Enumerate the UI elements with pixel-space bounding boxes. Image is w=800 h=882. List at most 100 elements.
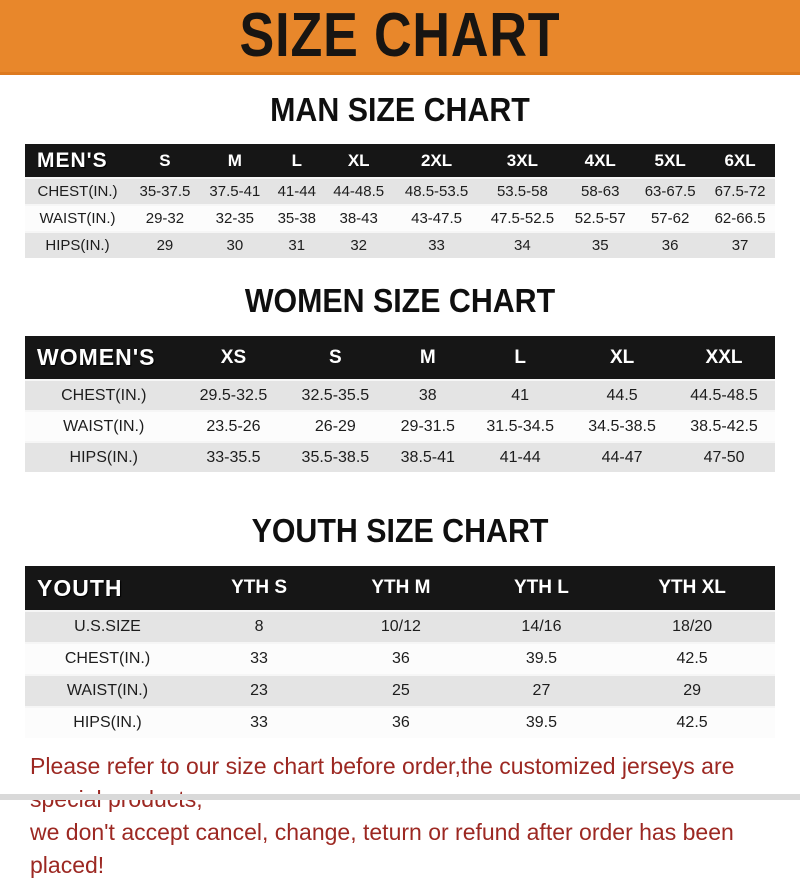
size-cell: 42.5 (676, 650, 708, 667)
column-header-m: M (199, 144, 270, 178)
size-cell: 30 (226, 237, 244, 254)
size-cell: 33 (250, 650, 268, 667)
row-label: U.S.SIZE (74, 618, 141, 635)
row-label: WAIST(IN.) (39, 210, 116, 227)
women-size-table: WOMEN'S XS S M L XL XXL CHEST(IN.) 29.5-32.5 32.5… (25, 336, 775, 472)
column-header-s: S (130, 144, 200, 178)
column-header-yth-m: YTH M (328, 566, 474, 611)
row-label: HIPS(IN.) (45, 237, 110, 254)
size-cell: 18/20 (672, 618, 713, 635)
size-cell: 35-38 (277, 210, 316, 227)
size-cell: 23.5-26 (206, 417, 261, 435)
row-label: CHEST(IN.) (37, 183, 118, 200)
size-cell: 63-67.5 (644, 183, 696, 200)
column-header-l: L (269, 144, 324, 178)
youth-section-heading: YOUTH SIZE CHART (251, 512, 549, 549)
column-header-yth-xl: YTH XL (609, 566, 775, 611)
size-cell: 38 (418, 386, 437, 404)
size-cell: 35-37.5 (139, 183, 191, 200)
size-cell: 37.5-41 (209, 183, 261, 200)
size-cell: 57-62 (650, 210, 690, 227)
size-cell: 35.5-38.5 (301, 448, 370, 466)
size-cell: 41-44 (499, 448, 541, 466)
column-header-4xl: 4XL (565, 144, 636, 178)
size-cell: 33 (428, 237, 445, 254)
banner-title: SIZE CHART (239, 1, 561, 70)
size-cell: 39.5 (525, 714, 558, 731)
size-cell: 58-63 (581, 183, 620, 200)
size-cell: 29 (156, 237, 174, 254)
size-cell: 44.5-48.5 (690, 386, 758, 404)
size-cell: 35 (591, 237, 609, 254)
row-label: HIPS(IN.) (73, 714, 142, 731)
footer-disclaimer-line2: we don't accept cancel, change, teturn o… (30, 819, 734, 878)
column-header-s: S (284, 336, 387, 380)
table-row-waist-in: WAIST(IN.) 23 25 27 29 (25, 675, 775, 707)
size-cell: 67.5-72 (714, 183, 766, 200)
size-cell: 31 (288, 237, 306, 254)
banner: SIZE CHART (0, 0, 800, 75)
table-corner-label: MEN'S (25, 144, 130, 178)
size-cell: 36 (661, 237, 679, 254)
size-cell: 31.5-34.5 (486, 417, 554, 435)
size-cell: 29 (683, 682, 701, 699)
size-cell: 53.5-58 (496, 183, 548, 200)
size-cell: 34.5-38.5 (588, 417, 656, 435)
table-header-row: WOMEN'S XS S M L XL XXL (25, 336, 775, 380)
size-cell: 33 (250, 714, 268, 731)
row-label: CHEST(IN.) (64, 650, 151, 667)
section-men: MAN SIZE CHART MEN'S S M L XL 2XL 3XL 4XL 5XL 6XL… (0, 91, 800, 258)
table-header-row: MEN'S S M L XL 2XL 3XL 4XL 5XL 6XL (25, 144, 775, 178)
table-row-hips-in: HIPS(IN.) 29 30 31 32 33 34 35 36 37 (25, 232, 775, 258)
size-cell: 27 (532, 682, 551, 699)
column-header-m: M (386, 336, 470, 380)
section-women: WOMEN SIZE CHART WOMEN'S XS S M L XL XXL CHEST(… (0, 282, 800, 472)
table-corner-label: WOMEN'S (25, 336, 183, 380)
bottom-strip (0, 794, 800, 800)
row-label: HIPS(IN.) (69, 448, 138, 466)
column-header-yth-s: YTH S (190, 566, 329, 611)
size-cell: 41 (511, 386, 530, 404)
section-youth: YOUTH SIZE CHART YOUTH YTH S YTH M YTH L YTH… (0, 512, 800, 738)
size-cell: 42.5 (676, 714, 708, 731)
table-row-chest-in: CHEST(IN.) 33 36 39.5 42.5 (25, 643, 775, 675)
size-cell: 48.5-53.5 (404, 183, 469, 200)
footer-disclaimer-line1: Please refer to our size chart before or… (30, 753, 735, 812)
footer-disclaimer: Please refer to our size chart before or… (0, 750, 800, 882)
table-row-waist-in: WAIST(IN.) 23.5-26 26-29 29-31.5 31.5-34.5 34… (25, 411, 775, 442)
size-cell: 8 (254, 618, 264, 635)
youth-size-table: YOUTH YTH S YTH M YTH L YTH XL U.S.SIZE 8 10/12… (25, 566, 775, 738)
size-cell: 62-66.5 (714, 210, 766, 227)
size-cell: 43-47.5 (411, 210, 462, 227)
size-cell: 47-50 (703, 448, 745, 466)
column-header-xl: XL (323, 144, 394, 178)
table-row-chest-in: CHEST(IN.) 29.5-32.5 32.5-35.5 38 41 44.5 44.5… (25, 380, 775, 411)
size-cell: 38.5-42.5 (690, 417, 758, 435)
size-cell: 44-48.5 (333, 183, 385, 200)
size-cell: 14/16 (521, 618, 562, 635)
size-cell: 32-35 (215, 210, 255, 227)
column-header-xs: XS (182, 336, 285, 380)
table-header-row: YOUTH YTH S YTH M YTH L YTH XL (25, 566, 775, 611)
row-label: CHEST(IN.) (61, 386, 147, 404)
column-header-3xl: 3XL (479, 144, 566, 178)
column-header-2xl: 2XL (393, 144, 480, 178)
table-row-hips-in: HIPS(IN.) 33-35.5 35.5-38.5 38.5-41 41-44 44-… (25, 442, 775, 472)
size-cell: 52.5-57 (574, 210, 626, 227)
size-cell: 36 (391, 650, 410, 667)
column-header-xxl: XXL (673, 336, 775, 380)
size-cell: 44-47 (601, 448, 643, 466)
table-corner-label: YOUTH (25, 566, 190, 611)
size-cell: 34 (514, 237, 531, 254)
size-cell: 38.5-41 (400, 448, 455, 466)
size-cell: 32 (350, 237, 368, 254)
size-cell: 10/12 (380, 618, 421, 635)
column-header-yth-l: YTH L (473, 566, 610, 611)
column-header-xl: XL (571, 336, 674, 380)
men-section-heading: MAN SIZE CHART (270, 91, 530, 128)
size-cell: 33-35.5 (206, 448, 261, 466)
size-cell: 41-44 (277, 183, 316, 200)
row-label: WAIST(IN.) (66, 682, 149, 699)
size-cell: 29.5-32.5 (199, 386, 268, 404)
